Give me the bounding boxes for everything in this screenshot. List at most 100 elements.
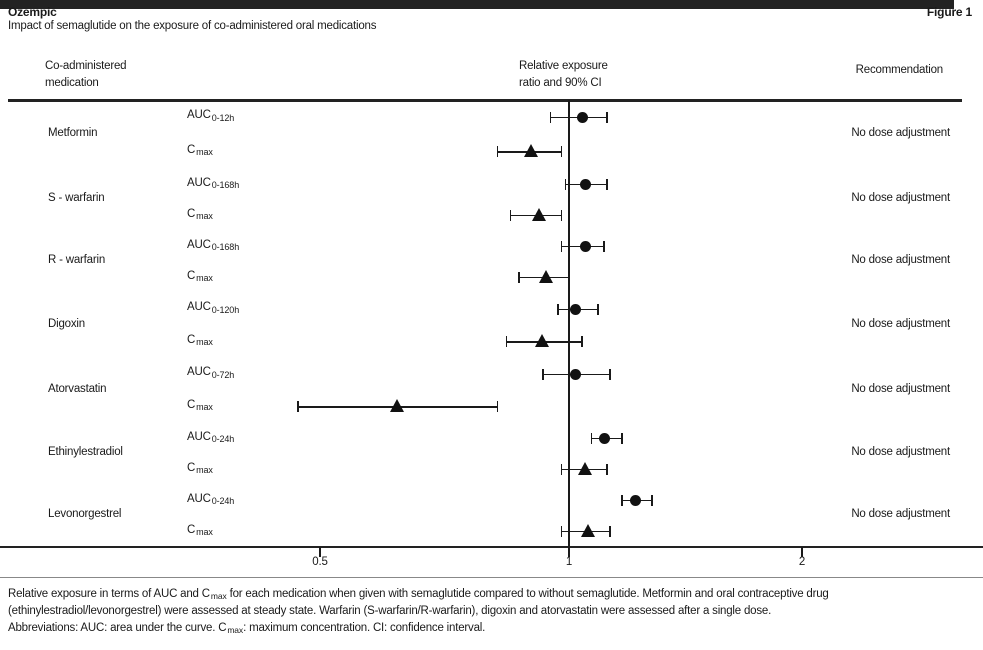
column-header-recommendation: Recommendation [855, 64, 944, 76]
x-axis-tick [319, 547, 321, 557]
confidence-interval-cap [606, 111, 608, 123]
confidence-interval-cap [609, 526, 611, 537]
confidence-interval-cap [581, 336, 583, 348]
parameter-subscript: 0-120h [211, 304, 240, 315]
column-header-medication: Co-administered medication [45, 58, 127, 92]
parameter-subscript: max [196, 211, 213, 221]
recommendation-text: No dose adjustment [851, 446, 950, 458]
confidence-interval-cap [606, 179, 608, 190]
auc-point-marker [630, 495, 642, 506]
confidence-interval-cap [560, 241, 563, 252]
parameter-label: AUC0-24h [187, 492, 234, 507]
confidence-interval-cap [564, 179, 567, 190]
figure-bottom-border [0, 577, 983, 578]
column-header-medication-line1: Co-administered [45, 60, 127, 72]
recommendation-text: No dose adjustment [851, 254, 950, 266]
parameter-subscript: max [196, 337, 213, 348]
parameter-subscript: max [196, 147, 213, 158]
parameter-subscript: 0-72h [211, 369, 235, 380]
parameter-base: C [187, 523, 196, 536]
parameter-base: AUC [187, 238, 211, 251]
parameter-subscript: 0-168h [211, 180, 240, 190]
forest-plot: 0.5 1 2 Metformin No dose adjustment AUC0-12h… [0, 0, 983, 578]
parameter-label: Cmax [187, 398, 213, 413]
auc-point-marker [579, 179, 591, 190]
x-axis-tick-label: 2 [798, 556, 806, 568]
confidence-interval-cap [297, 401, 299, 413]
cmax-point-marker [581, 523, 596, 537]
footnote-line: (ethinylestradiol/levonorgestrel) were a… [8, 603, 968, 620]
column-header-medication-line2: medication [45, 77, 99, 89]
parameter-label: Cmax [187, 523, 213, 538]
cmax-point-marker [539, 269, 554, 283]
confidence-interval-cap [518, 272, 520, 283]
x-axis-tick-label: 0.5 [312, 556, 328, 568]
parameter-label: Cmax [187, 461, 213, 476]
x-axis-tick [568, 547, 570, 557]
footnote-text: Abbreviations: AUC: area under the curve… [8, 622, 227, 634]
footnote-text: Relative exposure in terms of AUC and C [8, 588, 210, 600]
parameter-label: AUC0-12h [187, 109, 235, 123]
footnote-text: : maximum concentration. CI: confidence … [243, 622, 486, 634]
parameter-subscript: 0-168h [211, 242, 240, 252]
medication-name: Atorvastatin [48, 382, 107, 395]
recommendation-text: No dose adjustment [851, 382, 950, 395]
confidence-interval-cap [651, 495, 653, 506]
recommendation-text: No dose adjustment [851, 126, 950, 139]
parameter-base: C [187, 269, 196, 282]
footnote-subscript: max [227, 625, 244, 635]
parameter-base: AUC [187, 492, 211, 505]
auc-point-marker [576, 111, 588, 123]
auc-point-marker [579, 241, 591, 252]
medication-name: Metformin [48, 126, 98, 139]
confidence-interval-cap [560, 464, 563, 475]
confidence-interval-cap [590, 433, 593, 444]
footnote-subscript: max [210, 591, 227, 601]
section-divider [0, 6, 954, 9]
confidence-interval-cap [603, 241, 605, 252]
parameter-label: Cmax [187, 208, 213, 222]
parameter-subscript: 0-24h [211, 434, 235, 444]
parameter-label: Cmax [187, 143, 213, 158]
cmax-point-marker [389, 398, 404, 412]
parameter-subscript: 0-12h [211, 112, 235, 123]
medication-name: Ethinylestradiol [48, 446, 123, 458]
parameter-base: C [187, 143, 196, 156]
confidence-interval-cap [496, 401, 499, 413]
figure-subtitle: Impact of semaglutide on the exposure of… [8, 20, 377, 32]
confidence-interval-cap [560, 526, 563, 537]
figure-number: Figure 1 [926, 5, 972, 19]
confidence-interval-cap [621, 495, 623, 506]
auc-point-marker [598, 433, 610, 444]
parameter-base: AUC [187, 301, 211, 314]
parameter-label: AUC0-24h [187, 430, 235, 445]
parameter-label: AUC0-120h [187, 301, 240, 315]
parameter-base: C [187, 333, 196, 346]
parameter-base: AUC [187, 109, 211, 122]
x-axis-tick-label: 1 [565, 556, 573, 568]
footnote: Relative exposure in terms of AUC and Cm… [8, 586, 968, 637]
x-axis-line [0, 546, 983, 548]
parameter-base: C [187, 461, 196, 474]
parameter-base: C [187, 398, 196, 411]
parameter-label: Cmax [187, 333, 213, 348]
parameter-label: AUC0-168h [187, 238, 240, 253]
confidence-interval-cap [496, 146, 499, 158]
parameter-base: AUC [187, 366, 211, 379]
auc-point-marker [570, 368, 582, 380]
parameter-label: AUC0-72h [187, 366, 235, 380]
column-header-exposure: Relative exposure ratio and 90% CI [519, 58, 608, 92]
header-rule [8, 99, 962, 102]
footnote-line: Abbreviations: AUC: area under the curve… [8, 620, 968, 637]
parameter-label: Cmax [187, 269, 213, 284]
column-header-exposure-line2: ratio and 90% CI [519, 77, 602, 89]
confidence-interval-cap [549, 111, 552, 123]
cmax-point-marker [577, 461, 592, 475]
parameter-subscript: max [196, 402, 213, 413]
x-axis-tick [801, 547, 803, 557]
confidence-interval-cap [557, 303, 559, 315]
parameter-base: AUC [187, 430, 211, 443]
parameter-subscript: max [196, 273, 213, 283]
confidence-interval-cap [597, 303, 599, 315]
